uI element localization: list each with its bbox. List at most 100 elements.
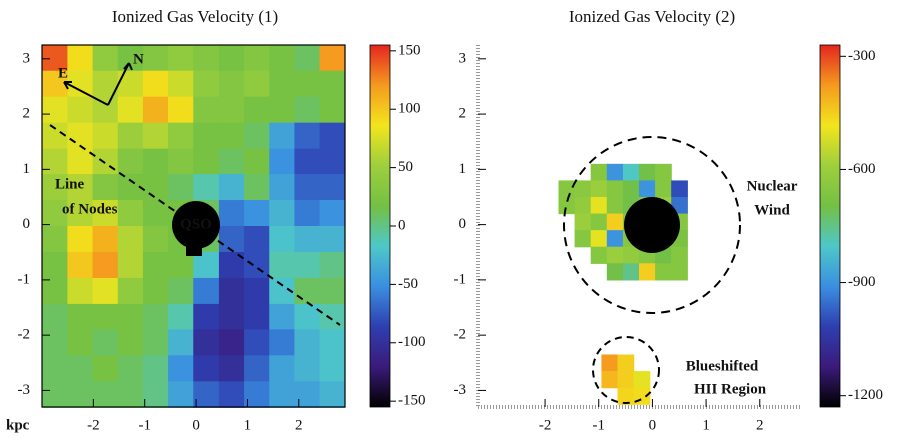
velocity-cell [117,303,144,331]
velocity-cell [639,163,656,182]
y-tick-label: 3 [459,50,467,66]
velocity-cell [142,96,169,124]
velocity-cell [168,174,194,201]
velocity-cell [92,44,119,72]
velocity-cell [193,44,220,72]
velocity-cell [42,200,69,227]
velocity-cell [617,387,635,405]
x-tick-label: 1 [702,417,710,433]
velocity-cell [244,277,270,305]
velocity-cell [606,263,624,281]
velocity-cell [269,303,296,331]
velocity-cell [117,381,144,408]
velocity-cell [294,381,321,408]
x-tick-label: 1 [244,417,252,433]
velocity-cell [92,226,119,253]
velocity-cell [193,277,220,305]
qso-mask [186,243,202,256]
velocity-cell [67,329,94,356]
velocity-cell [606,196,624,215]
velocity-cell [168,355,194,382]
velocity-cell [42,251,69,279]
velocity-cell [117,355,144,382]
velocity-cell [142,200,169,227]
y-tick-label: -2 [18,327,31,343]
velocity-cell [117,70,144,98]
velocity-cell [42,174,69,201]
velocity-cell [622,246,640,264]
velocity-cell [244,251,270,279]
velocity-cell [590,180,608,198]
velocity-cell [168,381,194,408]
velocity-cell [117,251,144,279]
velocity-cell [606,213,624,231]
velocity-cell [92,355,119,382]
velocity-cell [142,44,169,72]
velocity-cell [193,148,220,176]
velocity-cell [218,226,245,253]
velocity-cell [142,251,169,279]
velocity-cell [42,70,69,98]
velocity-cell [244,122,270,150]
annotation: of Nodes [62,201,118,217]
y-tick-label: 0 [23,216,31,232]
velocity-cell [244,329,270,356]
velocity-cell [67,200,94,227]
velocity-cell [117,226,144,253]
x-tick-label: 0 [192,417,200,433]
velocity-cell [574,213,592,231]
velocity-cell [193,251,220,279]
velocity-cell [319,303,346,331]
velocity-cell [218,174,245,201]
velocity-cell [617,354,635,372]
velocity-cell [117,329,144,356]
velocity-cell [168,70,194,98]
velocity-cell [92,329,119,356]
annotation: Line [55,176,85,192]
velocity-cell [142,381,169,408]
x-axis-label: kpc [6,417,30,433]
velocity-cell [244,381,270,408]
velocity-cell [92,251,119,279]
velocity-cell [601,371,619,389]
velocity-cell [92,148,119,176]
velocity-cell [142,122,169,150]
velocity-cell [601,354,619,372]
velocity-cell [606,163,624,182]
velocity-cell [558,180,576,198]
velocity-cell [244,355,270,382]
velocity-cell [117,200,144,227]
velocity-cell [244,148,270,176]
velocity-cell [193,70,220,98]
velocity-cell [319,174,346,201]
velocity-cell [590,163,608,182]
velocity-cell [92,303,119,331]
velocity-cell [142,277,169,305]
velocity-cell [319,96,346,124]
velocity-cell [294,70,321,98]
annotation: Blueshifted [686,358,759,374]
velocity-cell [655,263,672,281]
hii-circle [592,336,660,404]
velocity-cell [269,355,296,382]
x-tick-label: -2 [87,417,100,433]
velocity-cell [590,230,608,248]
colorbar [369,44,391,408]
x-tick-label: 0 [649,417,657,433]
velocity-cell [319,148,346,176]
velocity-cell [319,200,346,227]
colorbar [819,44,841,408]
velocity-cell [244,96,270,124]
velocity-cell [67,44,94,72]
velocity-cell [617,371,635,389]
velocity-cell [218,381,245,408]
velocity-cell [319,329,346,356]
velocity-cell [142,329,169,356]
colorbar-label: 50 [398,159,413,175]
velocity-cell [67,226,94,253]
velocity-cell [193,96,220,124]
velocity-cell [294,251,321,279]
velocity-cell [622,263,640,281]
velocity-cell [639,180,656,198]
colorbar-label: -50 [398,276,418,292]
